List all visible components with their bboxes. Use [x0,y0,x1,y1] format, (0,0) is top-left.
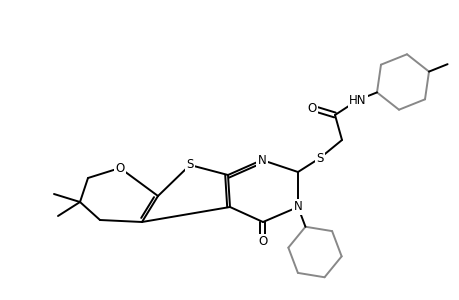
Text: HN: HN [348,94,366,106]
Text: S: S [186,158,193,172]
Text: O: O [307,101,316,115]
Text: O: O [258,236,267,248]
Text: S: S [316,152,323,164]
Text: N: N [257,154,266,166]
Text: N: N [293,200,302,214]
Text: O: O [115,161,124,175]
